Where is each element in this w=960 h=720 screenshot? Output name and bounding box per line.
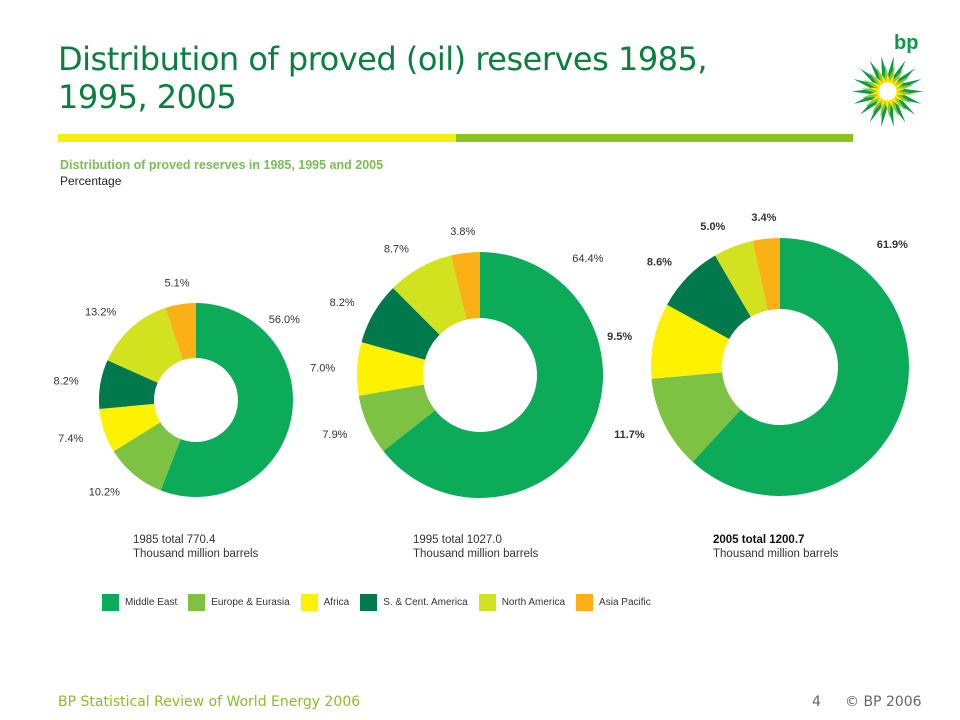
- data-label-1995: 8.2%: [330, 297, 355, 309]
- data-label-1995: 7.9%: [322, 429, 347, 441]
- data-label-1985: 56.0%: [269, 314, 300, 326]
- legend-label: North America: [501, 597, 566, 608]
- slice-1985-s-cent-america: [98, 360, 158, 409]
- legend-item: Africa: [300, 594, 350, 611]
- data-label-1985: 13.2%: [85, 307, 116, 319]
- data-label-2005: 8.6%: [647, 256, 672, 268]
- legend-swatch: [300, 594, 318, 611]
- bp-logo-text: bp: [894, 32, 919, 54]
- legend-item: Europe & Eurasia: [188, 594, 290, 611]
- legend-swatch: [478, 594, 496, 611]
- slice-1985-africa: [99, 403, 161, 452]
- data-label-2005: 3.4%: [751, 212, 776, 224]
- page-title: Distribution of proved (oil) reserves 19…: [58, 40, 708, 116]
- slice-1985-asia-pacific: [165, 303, 196, 361]
- data-label-2005: 11.7%: [614, 429, 645, 441]
- page-number: 4: [812, 694, 821, 710]
- slice-1995-africa: [357, 342, 426, 396]
- slice-1995-north-america: [393, 255, 467, 335]
- legend-swatch: [360, 594, 378, 611]
- legend-swatch: [188, 594, 206, 611]
- data-label-1995: 8.7%: [384, 244, 409, 256]
- data-label-1985: 5.1%: [164, 278, 189, 290]
- data-label-1995: 7.0%: [310, 363, 335, 375]
- slice-1985-europe-eurasia: [113, 422, 181, 491]
- slice-2005-middle-east: [692, 238, 909, 496]
- helios-center: [878, 82, 897, 101]
- legend-swatch: [102, 594, 119, 611]
- slice-1995-asia-pacific: [450, 252, 480, 320]
- slice-1985-north-america: [107, 307, 183, 383]
- legend-swatch: [576, 594, 594, 611]
- slice-1995-europe-eurasia: [358, 384, 436, 451]
- data-label-2005: 5.0%: [700, 221, 725, 233]
- slice-2005-africa: [651, 304, 730, 379]
- bp-logo: bp: [850, 32, 925, 127]
- legend-item: Middle East: [102, 594, 177, 611]
- slice-2005-europe-eurasia: [651, 372, 741, 462]
- slice-2005-asia-pacific: [752, 238, 780, 311]
- legend-label: Asia Pacific: [599, 597, 651, 608]
- slice-1985-middle-east: [160, 303, 294, 498]
- slice-1995-s-cent-america: [361, 288, 440, 360]
- data-label-1985: 8.2%: [54, 375, 79, 387]
- total-1995: 1995 total 1027.0 Thousand million barrel…: [413, 534, 539, 560]
- chart-title: Distribution of proved reserves in 1985,…: [60, 158, 384, 172]
- chart-subtitle: Percentage: [60, 174, 122, 188]
- data-label-1985: 7.4%: [58, 433, 83, 445]
- legend: Middle East Europe & Eurasia Africa S. & Ce…: [102, 594, 662, 611]
- data-label-1985: 10.2%: [89, 487, 120, 499]
- total-2005: 2005 total 1200.7 Thousand million barrel…: [713, 534, 839, 560]
- data-label-2005: 61.9%: [877, 239, 908, 251]
- legend-item: S. & Cent. America: [360, 594, 468, 611]
- slice-2005-north-america: [715, 240, 768, 317]
- legend-label: Europe & Eurasia: [211, 597, 290, 608]
- total-1985: 1985 total 770.4 Thousand million barrels: [133, 534, 259, 560]
- title-rule-yellow: [58, 134, 456, 142]
- legend-label: Middle East: [125, 597, 178, 608]
- slice-2005-s-cent-america: [667, 255, 751, 340]
- footer-source: BP Statistical Review of World Energy 20…: [58, 694, 361, 710]
- slice-1995-middle-east: [383, 252, 604, 498]
- legend-label: S. & Cent. America: [383, 597, 468, 608]
- copyright: © BP 2006: [845, 694, 922, 710]
- bp-helios-icon: [851, 56, 924, 127]
- legend-item: Asia Pacific: [576, 594, 651, 611]
- data-label-2005: 9.5%: [607, 331, 632, 343]
- title-rule-green: [456, 134, 853, 142]
- legend-label: Africa: [323, 597, 350, 608]
- legend-item: North America: [478, 594, 566, 611]
- data-label-1995: 3.8%: [450, 226, 475, 238]
- data-label-1995: 64.4%: [572, 253, 603, 265]
